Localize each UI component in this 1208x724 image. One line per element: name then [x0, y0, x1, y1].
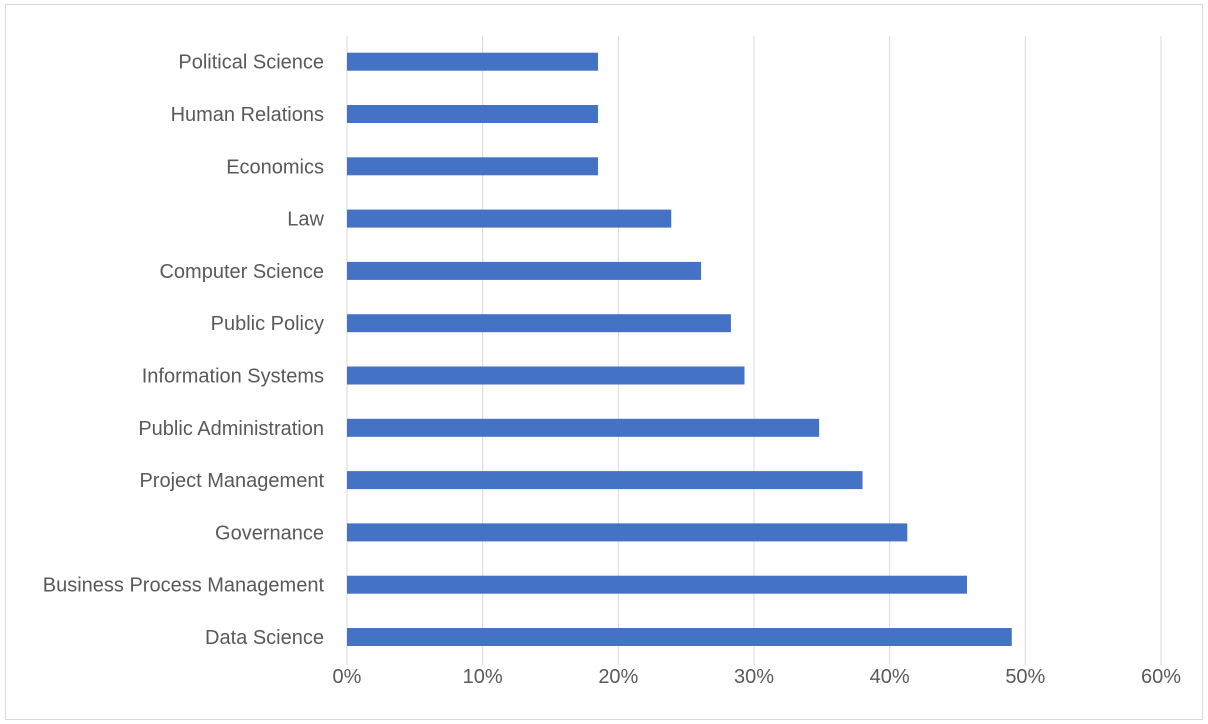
x-tick-label: 20% [598, 666, 638, 688]
category-label: Law [287, 209, 324, 231]
category-label: Project Management [139, 470, 324, 492]
category-label: Human Relations [171, 104, 324, 126]
bar [347, 157, 598, 176]
category-label: Public Administration [138, 418, 324, 440]
x-axis-tick-labels: 0% 10% 20% 30% 40% 50% 60% [333, 666, 1182, 688]
bar [347, 209, 672, 228]
bar [347, 418, 820, 437]
bar [347, 105, 598, 123]
category-label: Information Systems [142, 366, 324, 388]
category-label: Economics [226, 156, 324, 178]
bar [347, 52, 598, 71]
bars [347, 52, 1012, 646]
x-tick-label: 30% [734, 666, 774, 688]
category-label: Public Policy [211, 313, 324, 335]
x-tick-label: 0% [333, 666, 362, 688]
category-label: Business Process Management [43, 575, 325, 597]
category-label: Data Science [205, 627, 324, 649]
bar [347, 261, 702, 280]
bar [347, 366, 745, 385]
bar [347, 523, 908, 542]
x-tick-label: 40% [870, 666, 910, 688]
bar-chart: Data Science Business Process Management G… [43, 36, 1182, 688]
bar [347, 628, 1012, 646]
category-labels: Data Science Business Process Management G… [43, 52, 325, 649]
bar [347, 471, 863, 490]
gridlines [346, 36, 1162, 665]
category-label: Computer Science [159, 261, 324, 283]
x-tick-label: 10% [463, 666, 503, 688]
bar [347, 314, 731, 333]
bar [347, 575, 967, 594]
x-tick-label: 50% [1005, 666, 1045, 688]
category-label: Governance [215, 522, 324, 544]
x-tick-label: 60% [1141, 666, 1181, 688]
chart-frame: Data Science Business Process Management G… [5, 4, 1203, 720]
category-label: Political Science [178, 52, 324, 74]
